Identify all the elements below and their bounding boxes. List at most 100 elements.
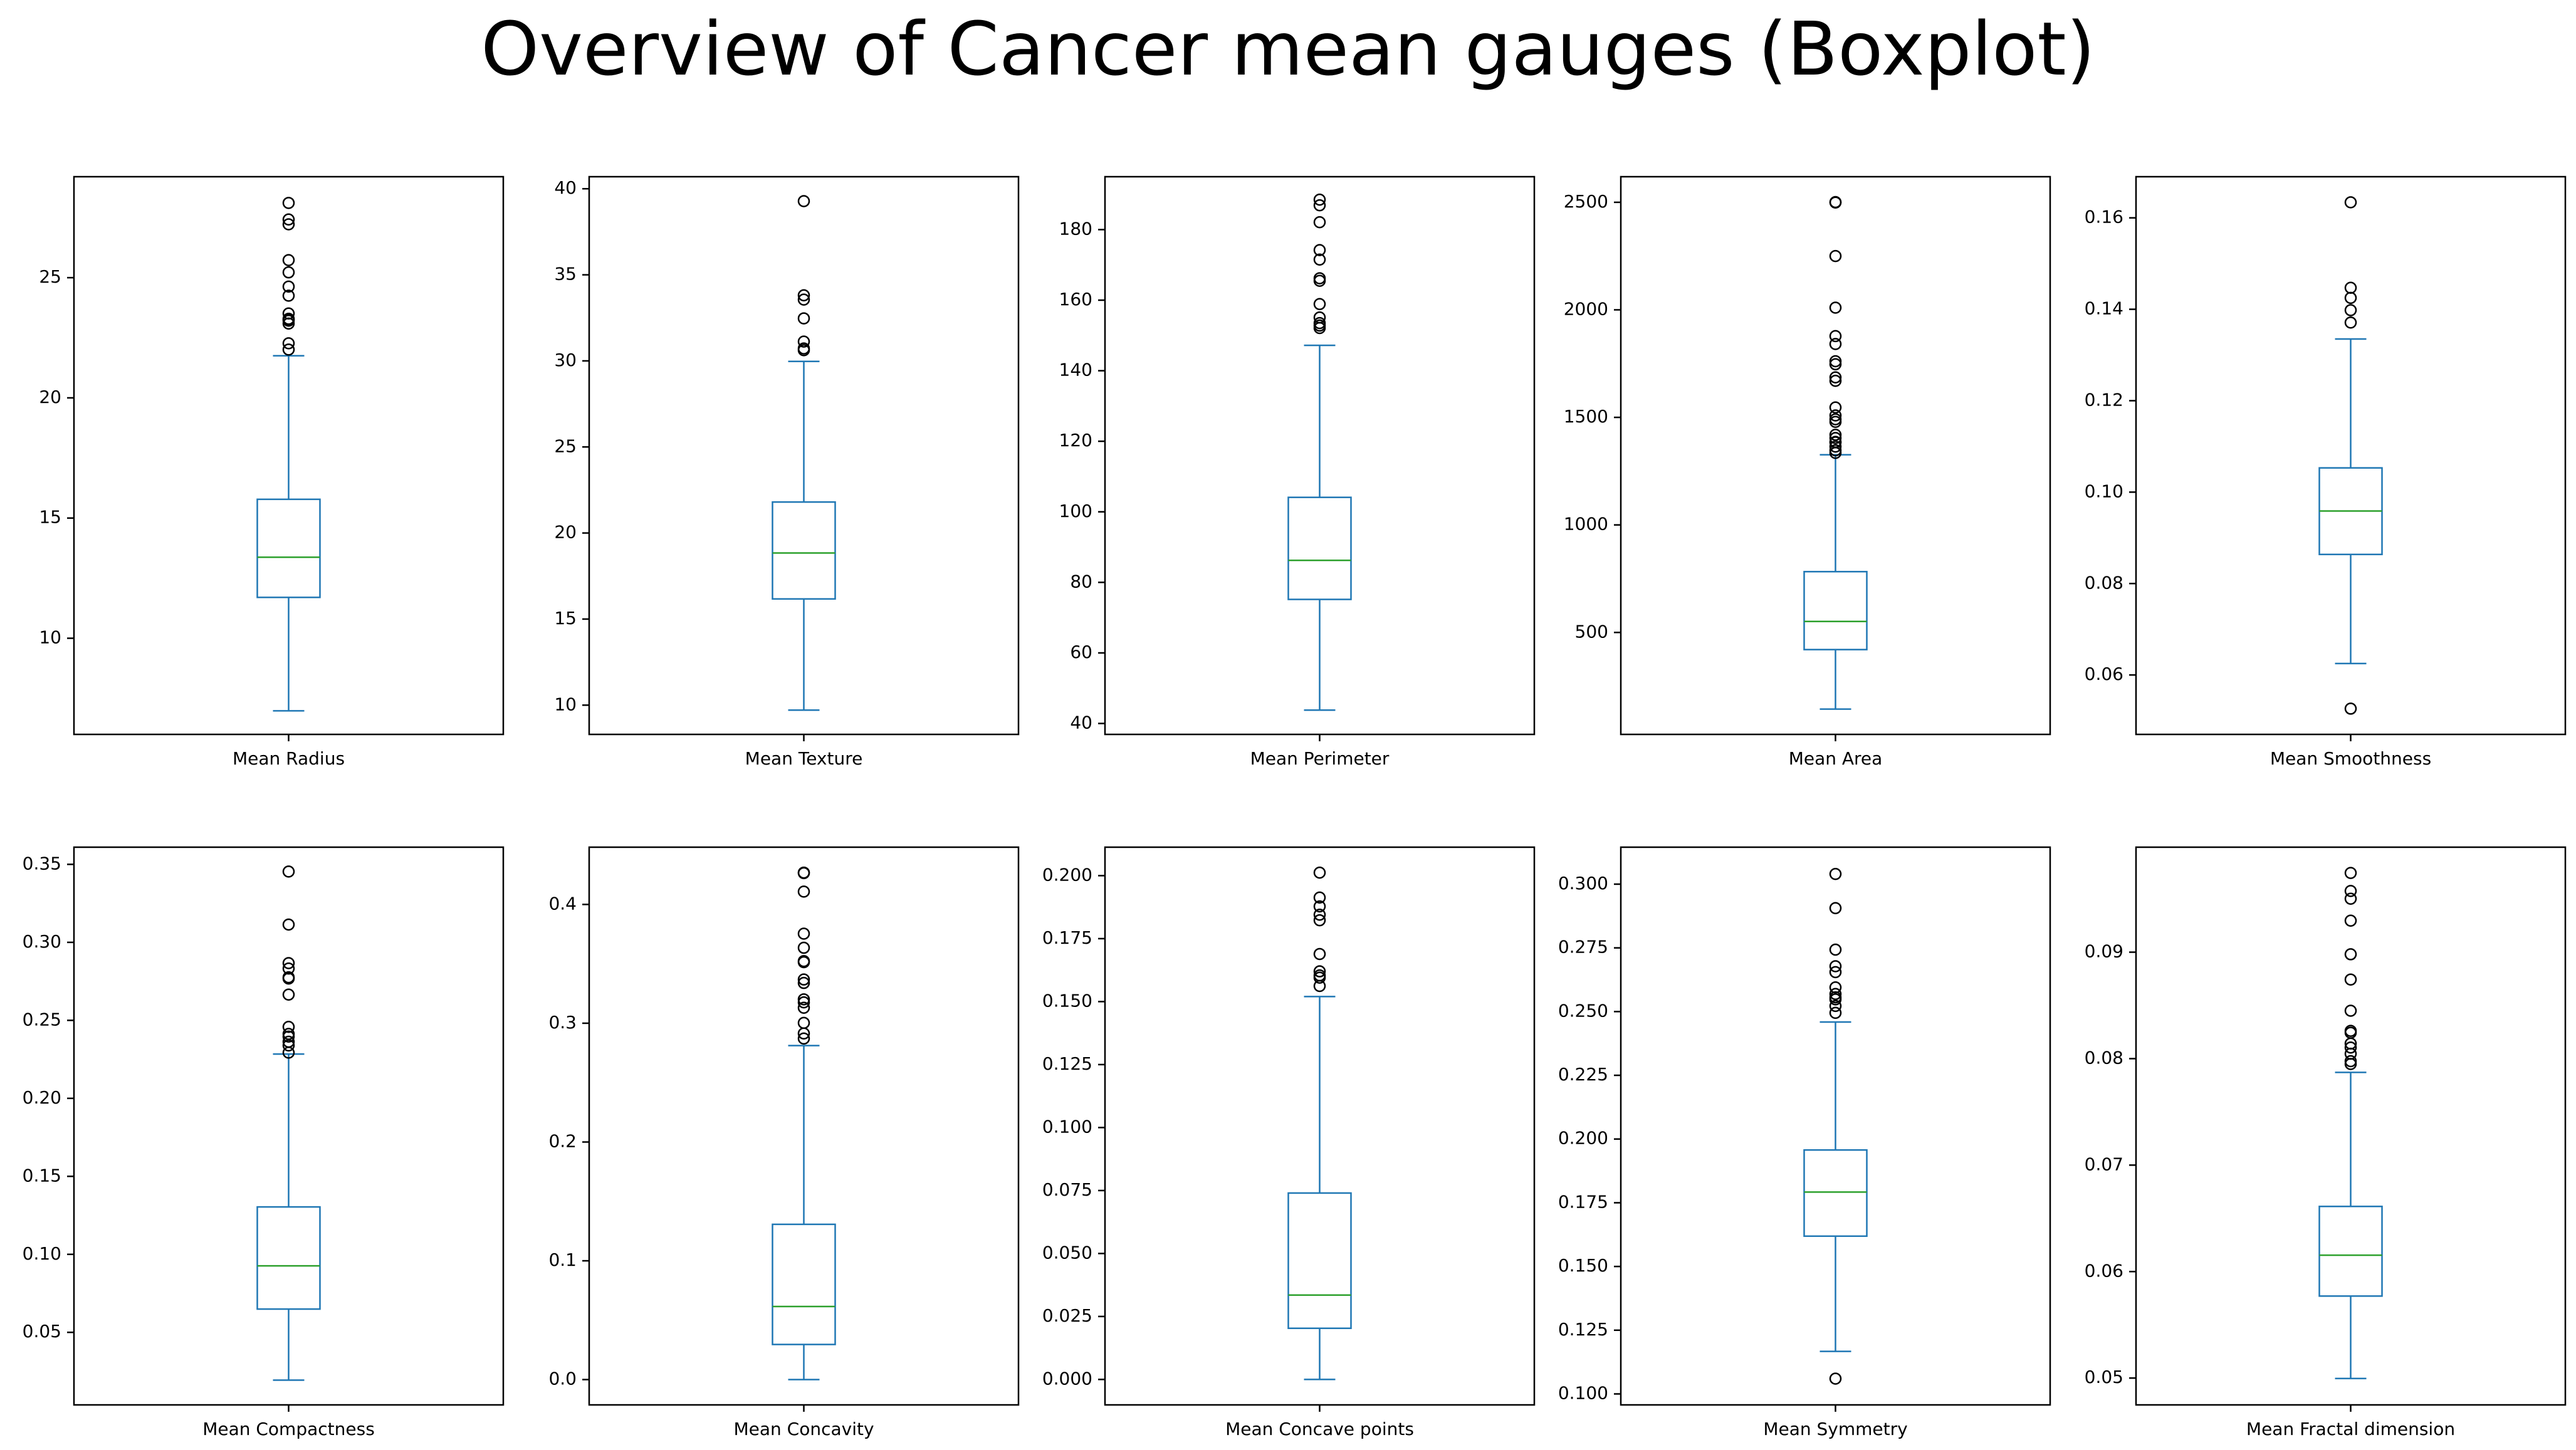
y-tick-label: 60 [1070,642,1092,662]
y-tick-label: 0.10 [2085,481,2123,501]
y-tick-label: 1500 [1564,406,1608,427]
outlier-point [2344,702,2357,715]
iqr-box [1287,496,1352,600]
outlier-point [2344,1047,2357,1060]
y-tick-label: 0.10 [23,1243,61,1264]
y-tick-label: 0.150 [1042,990,1092,1011]
y-tick-label: 0.000 [1042,1368,1092,1389]
x-tick-label: Mean Smoothness [2270,748,2431,769]
outlier-point [797,1032,810,1045]
iqr-box [1803,1149,1868,1237]
outlier-point [1829,409,1842,422]
outlier-point [797,1016,810,1030]
outlier-point [1829,867,1842,880]
outlier-point [282,918,295,931]
outlier-point [1829,1372,1842,1385]
outlier-point [1829,401,1842,414]
y-tick-label: 0.225 [1558,1064,1608,1085]
x-tick-label: Mean Texture [745,748,863,769]
outlier-point [797,976,810,989]
outlier-point [282,266,295,279]
outlier-point [282,218,295,231]
y-tick-label: 80 [1070,571,1092,592]
outlier-point [282,289,295,302]
outlier-point [282,280,295,293]
outlier-point [282,312,295,325]
y-tick-label: 10 [39,627,61,648]
outlier-point [1829,249,1842,263]
x-tick-label: Mean Compactness [202,1419,375,1439]
y-tick-label: 0.08 [2085,572,2123,593]
outlier-point [282,343,295,356]
outlier-point [282,1021,295,1033]
boxplot-panel: 0.05 0.10 0.15 0.20 0.25 0.30 0.35 Mean Compact… [23,846,505,1439]
y-tick-label: 0.06 [2085,664,2123,684]
outlier-point [1313,914,1326,927]
x-tick-label: Mean Concave points [1225,1419,1414,1439]
outlier-point [1313,908,1326,921]
boxplot-panel: 0.05 0.06 0.07 0.08 0.09 Mean Fractal dimensi… [2085,846,2567,1439]
boxplot-panel: 0.0 0.1 0.2 0.3 0.4 Mean Concavity [548,846,1020,1439]
outlier-point [797,973,810,986]
outlier-point [1829,444,1842,457]
outlier-point [1313,298,1326,310]
outlier-point [1313,947,1326,961]
y-tick-label: 0.14 [2085,298,2123,319]
y-tick-label: 160 [1059,289,1092,310]
outlier-point [2344,196,2357,209]
y-tick-label: 20 [554,522,577,543]
y-tick-label: 0.08 [2085,1047,2123,1068]
outlier-point [1313,193,1326,206]
x-tick-label: Mean Radius [233,748,345,769]
y-tick-label: 25 [554,436,577,456]
outlier-point [282,307,295,320]
y-tick-label: 0.300 [1558,873,1608,894]
outlier-point [282,971,295,984]
y-tick-label: 20 [39,387,61,407]
outlier-point [2344,281,2357,295]
outlier-point [282,988,295,1001]
y-tick-label: 0.3 [548,1012,577,1033]
outlier-point [1829,374,1842,387]
y-tick-label: 0.16 [2085,207,2123,227]
x-tick-label: Mean Perimeter [1250,748,1390,769]
y-tick-label: 500 [1575,621,1608,642]
boxplot-panel: 40 60 80 100 120 140 160 180 Mean Perimeter [1059,175,1536,769]
x-tick-label: Mean Fractal dimension [2246,1419,2455,1439]
outlier-point [2344,885,2357,897]
y-tick-label: 0.05 [2085,1367,2123,1387]
outlier-point [1829,960,1842,973]
outlier-point [2344,291,2357,305]
y-tick-label: 0.0 [548,1369,577,1389]
y-tick-label: 40 [554,177,577,198]
y-tick-label: 0.100 [1042,1116,1092,1137]
y-tick-label: 180 [1059,218,1092,239]
y-tick-label: 120 [1059,430,1092,451]
outlier-point [1829,436,1842,448]
outlier-point [1829,413,1842,425]
x-tick-label: Mean Symmetry [1763,1419,1907,1439]
y-tick-label: 0.1 [548,1249,577,1270]
outlier-point [1829,330,1842,343]
iqr-box [256,1206,321,1310]
outlier-point [282,1028,295,1040]
outlier-point [1313,253,1326,266]
y-tick-label: 0.200 [1042,864,1092,885]
chart-title: Overview of Cancer mean gauges (Boxplot) [481,6,2095,92]
outlier-point [1829,358,1842,371]
y-tick-label: 0.05 [23,1321,61,1342]
y-tick-label: 0.06 [2085,1260,2123,1281]
outlier-point [1313,965,1326,978]
outlier-point [797,927,810,940]
outlier-point [1313,244,1326,256]
outlier-point [797,1001,810,1014]
boxplot-panel: 10 15 20 25 30 35 40 Mean Texture [554,175,1020,769]
outlier-point [1829,1006,1842,1020]
outlier-point [797,289,810,302]
y-tick-label: 2000 [1564,298,1608,319]
outlier-point [2344,914,2357,927]
y-tick-label: 140 [1059,360,1092,380]
iqr-box [1803,571,1868,650]
y-tick-label: 10 [554,694,577,714]
y-tick-label: 0.175 [1042,927,1092,948]
